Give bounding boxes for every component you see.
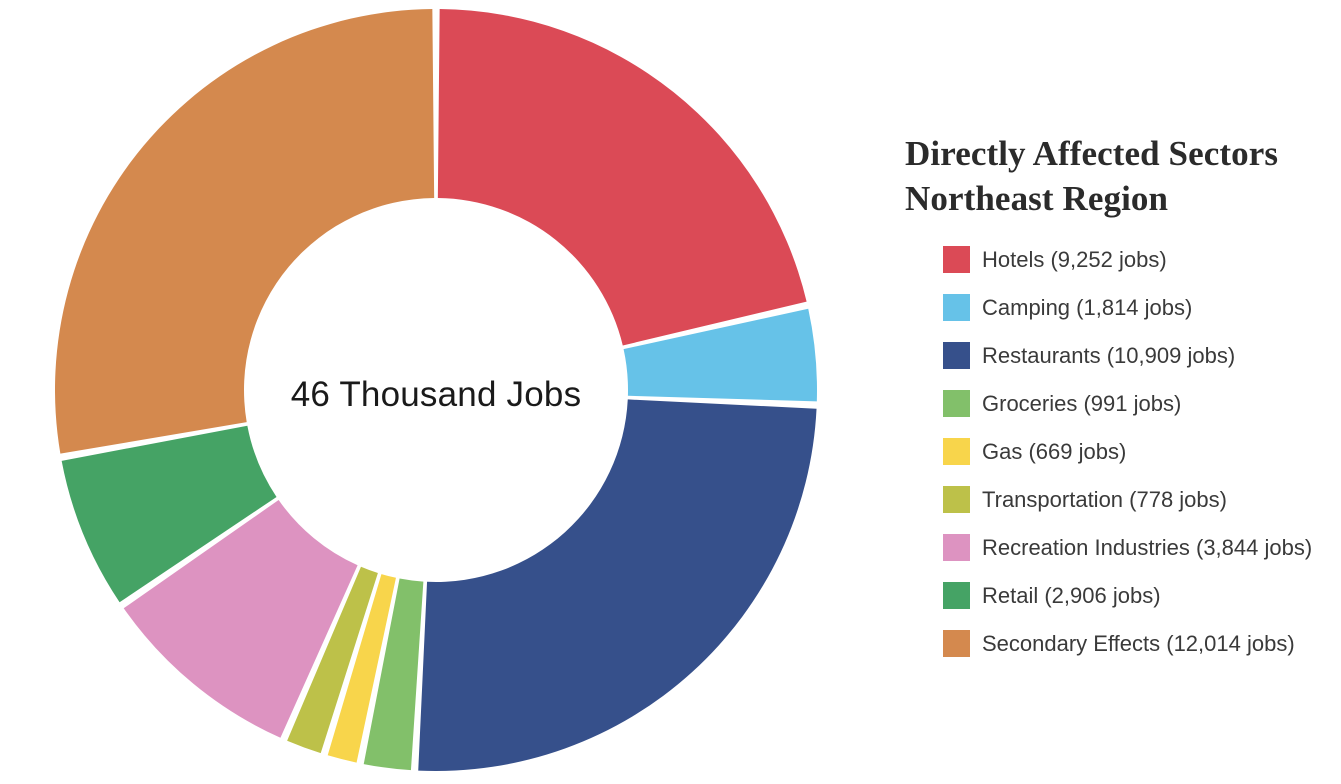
donut-slice[interactable]	[623, 308, 817, 402]
legend-list: Hotels (9,252 jobs) Camping (1,814 jobs) R…	[900, 236, 1330, 668]
legend-item-label: Hotels (9,252 jobs)	[982, 246, 1167, 272]
legend-item[interactable]: Transportation (778 jobs)	[900, 476, 1330, 524]
legend-item-label: Transportation (778 jobs)	[982, 486, 1227, 512]
legend-color-swatch	[943, 438, 970, 466]
donut-chart: 46 Thousand Jobs	[54, 9, 817, 771]
legend-item[interactable]: Groceries (991 jobs)	[900, 380, 1330, 428]
legend-item-label: Secondary Effects (12,014 jobs)	[982, 630, 1295, 656]
legend-color-swatch	[943, 294, 970, 322]
donut-slice[interactable]	[287, 566, 378, 754]
legend-item-label: Camping (1,814 jobs)	[982, 294, 1193, 320]
legend-item[interactable]: Retail (2,906 jobs)	[900, 572, 1330, 620]
legend-item-label: Gas (669 jobs)	[982, 438, 1127, 464]
legend-color-swatch	[943, 582, 970, 610]
legend-item-label: Groceries (991 jobs)	[982, 390, 1182, 416]
legend-item[interactable]: Hotels (9,252 jobs)	[900, 236, 1330, 284]
donut-slice[interactable]	[61, 425, 277, 603]
legend-item[interactable]: Gas (669 jobs)	[900, 428, 1330, 476]
legend-item-label: Restaurants (10,909 jobs)	[982, 342, 1236, 368]
legend-item[interactable]: Secondary Effects (12,014 jobs)	[900, 620, 1330, 668]
donut-slice[interactable]	[327, 574, 396, 763]
legend-color-swatch	[943, 246, 970, 274]
donut-slice[interactable]	[437, 9, 807, 346]
legend-panel: Directly Affected Sectors Northeast Regi…	[900, 132, 1330, 668]
legend-item-label: Retail (2,906 jobs)	[982, 582, 1161, 608]
chart-title-line-1: Directly Affected Sectors	[905, 134, 1279, 173]
legend-color-swatch	[943, 390, 970, 418]
donut-slice[interactable]	[123, 499, 358, 738]
donut-chart-svg	[54, 9, 817, 771]
donut-slice[interactable]	[363, 578, 424, 771]
chart-title: Directly Affected Sectors Northeast Regi…	[905, 132, 1330, 222]
chart-title-line-2: Northeast Region	[905, 178, 1169, 218]
donut-center-label: 46 Thousand Jobs	[290, 375, 582, 414]
donut-slice[interactable]	[418, 399, 817, 771]
donut-slice[interactable]	[54, 9, 435, 454]
donut-slice-group	[54, 9, 817, 771]
legend-item[interactable]: Camping (1,814 jobs)	[900, 284, 1330, 332]
legend-color-swatch	[943, 630, 970, 658]
legend-color-swatch	[943, 534, 970, 562]
legend-item-label: Recreation Industries (3,844 jobs)	[982, 534, 1313, 560]
legend-color-swatch	[943, 342, 970, 370]
legend-item[interactable]: Recreation Industries (3,844 jobs)	[900, 524, 1330, 572]
legend-color-swatch	[943, 486, 970, 514]
legend-item[interactable]: Restaurants (10,909 jobs)	[900, 332, 1330, 380]
